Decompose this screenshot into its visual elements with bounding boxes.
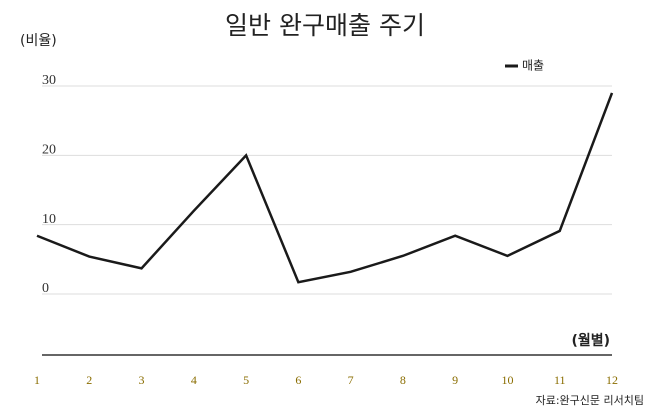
x-tick-label: 1 [34,373,40,387]
x-tick-label: 3 [139,373,145,387]
line-series [36,92,614,284]
x-tick-label: 5 [243,373,249,387]
y-tick-label: 20 [42,143,56,158]
x-axis-label: (월별) [571,332,610,349]
x-tick-label: 12 [606,373,618,387]
legend-label: 매출 [522,59,544,73]
y-tick-label: 0 [42,281,49,296]
x-tick-label: 9 [452,373,458,387]
y-axis-label: (비율) [20,33,57,49]
x-tick-label: 7 [348,373,354,387]
chart-title: 일반 완구매출 주기 [225,11,425,40]
x-tick-label: 8 [400,373,406,387]
x-tick-label: 11 [554,373,566,387]
source: 자료:완구신문 리서치팀 [536,394,644,407]
x-tick-label: 6 [295,373,301,387]
x-tick-label: 4 [191,373,197,387]
x-tick-label: 2 [86,373,92,387]
y-tick-label: 10 [42,212,56,227]
y-tick-label: 30 [42,73,56,88]
x-tick-label: 10 [501,373,513,387]
